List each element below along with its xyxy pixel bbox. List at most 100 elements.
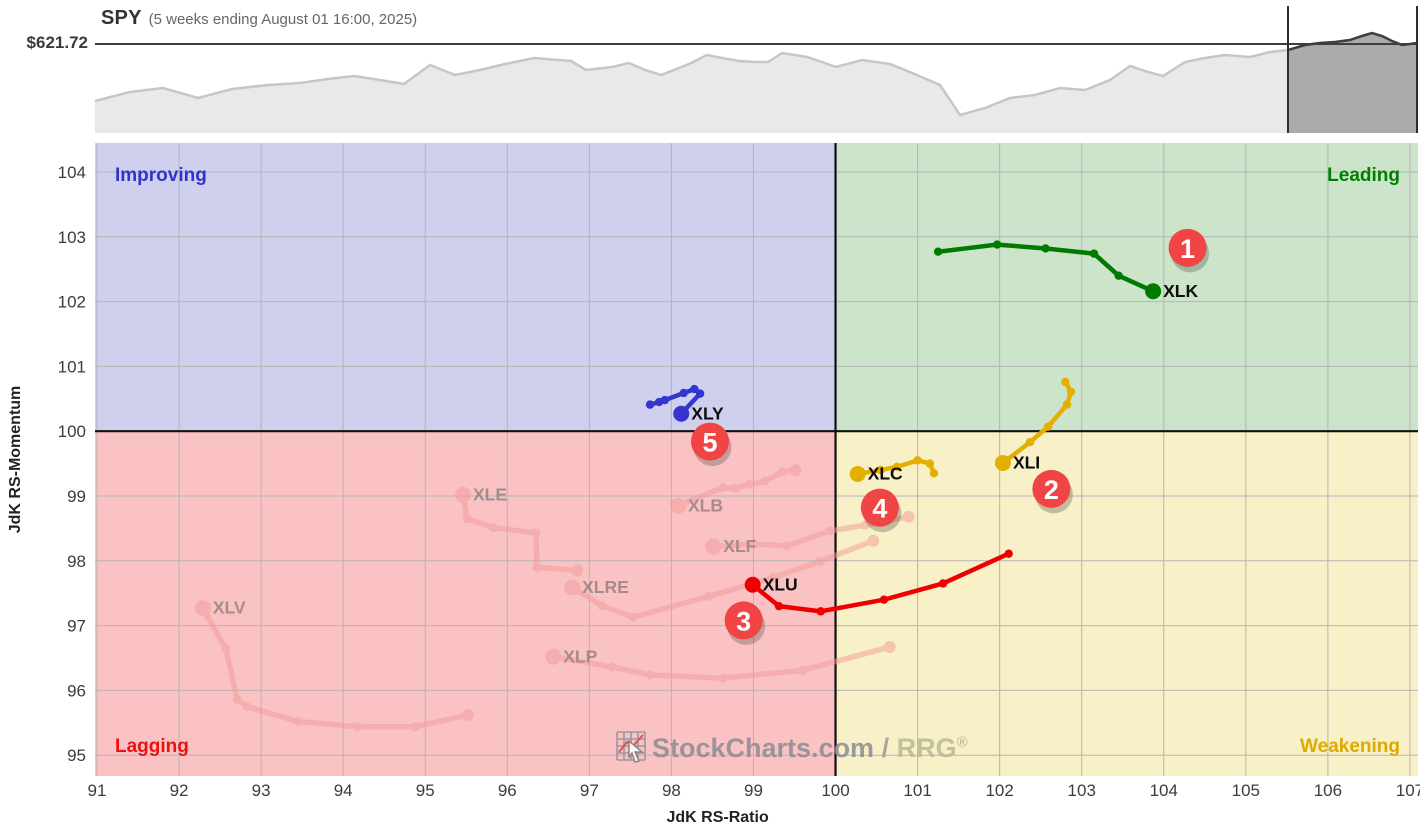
tail-dot-XLB [760, 476, 770, 486]
head-dot-XLI[interactable] [994, 454, 1011, 471]
tail-dot-XLI [1025, 438, 1035, 447]
series-XLP[interactable]: XLP [545, 640, 896, 683]
tail-dot-XLV [293, 717, 303, 727]
badge-circle [690, 422, 729, 461]
stockcharts-watermark: StockCharts.com / RRG® [616, 731, 968, 763]
highlight-last-5-weeks[interactable] [95, 31, 1418, 133]
spy-mini-chart[interactable] [94, 6, 1418, 133]
ticker-label-XLB[interactable]: XLB [688, 495, 723, 515]
series-XLU[interactable]: XLU [744, 549, 1013, 616]
tail-dot-XLY [645, 400, 655, 409]
svg-text:105: 105 [1232, 781, 1260, 800]
chart-header: SPY (5 weeks ending August 01 16:00, 2025… [101, 7, 417, 30]
tail-dot-XLF [825, 526, 835, 536]
svg-text:103: 103 [1068, 781, 1096, 800]
tail-dot-XLU [938, 579, 948, 588]
rank-badge-1-XLK[interactable]: 1 [1168, 228, 1210, 273]
head-dot-XLK[interactable] [1145, 283, 1162, 300]
tail-dot-XLV [232, 694, 242, 704]
badge-number: 2 [1044, 475, 1059, 505]
ticker-label-XLI[interactable]: XLI [1013, 453, 1040, 473]
highlight-line [1288, 31, 1417, 52]
tail-dot-XLK [1114, 271, 1123, 280]
tail-dot-XLRE [815, 556, 825, 566]
tail-dot-XLB [730, 483, 740, 493]
rank-badge-3-XLU[interactable]: 3 [724, 601, 766, 645]
ticker-label-XLY[interactable]: XLY [691, 403, 724, 423]
head-dot-XLV[interactable] [194, 600, 211, 617]
x-axis-ticks: 91 92 93 94 95 96 97 98 99 100 101 102 103 104 105 106 1… [88, 781, 1420, 800]
svg-text:104: 104 [58, 163, 86, 182]
rank-badge-2-XLI[interactable]: 2 [1032, 469, 1073, 514]
series-XLE[interactable]: XLE [454, 484, 584, 577]
quadrant-label-lagging: Lagging [115, 736, 189, 757]
series-XLK[interactable]: XLK [933, 240, 1199, 301]
badge-number: 4 [872, 494, 887, 524]
head-dot-XLU[interactable] [744, 576, 761, 593]
svg-text:104: 104 [1150, 781, 1178, 800]
head-dot-XLY[interactable] [673, 405, 690, 422]
series-XLV[interactable]: XLV [194, 598, 474, 732]
tail-dot-XLY [660, 395, 670, 405]
rank-badge-4-XLC[interactable]: 4 [860, 488, 902, 533]
svg-text:100: 100 [58, 422, 86, 441]
head-dot-XLC[interactable] [849, 465, 866, 482]
tail-dot-XLP [607, 662, 617, 672]
head-dot-XLB[interactable] [669, 497, 686, 514]
quadrant-label-leading: Leading [1327, 165, 1400, 186]
series-XLI[interactable]: XLI [994, 377, 1076, 473]
ticker-label-XLP[interactable]: XLP [563, 646, 597, 666]
svg-text:106: 106 [1314, 781, 1342, 800]
price-area [95, 33, 1418, 133]
ticker-label-XLU[interactable]: XLU [763, 574, 798, 594]
tail-dot-XLF [748, 539, 758, 549]
tail-dot-XLP [645, 670, 655, 680]
ticker-label-XLK[interactable]: XLK [1163, 281, 1198, 301]
head-dot-XLP[interactable] [545, 648, 562, 665]
tail-dot-XLV [461, 709, 474, 722]
ticker-label-XLRE[interactable]: XLRE [582, 577, 629, 597]
series-XLB[interactable]: XLB [669, 464, 802, 515]
quadrant-improving [95, 143, 836, 432]
series-XLRE[interactable]: XLRE [564, 534, 880, 622]
tail-dot-XLF [860, 520, 870, 530]
tail-dot-XLP [718, 673, 728, 683]
series-XLY[interactable]: XLY [645, 384, 724, 423]
tail-dot-XLF [902, 510, 915, 523]
quadrant-leading [835, 143, 1418, 432]
head-dot-XLF[interactable] [705, 538, 722, 555]
tail-dot-XLY [690, 384, 699, 394]
rank-badge-5-XLY[interactable]: 5 [690, 422, 732, 467]
ticker-label-XLV[interactable]: XLV [213, 598, 246, 618]
ticker-label-XLF[interactable]: XLF [723, 536, 756, 556]
tail-dot-XLRE [703, 591, 713, 601]
badge-circle [724, 601, 763, 640]
badge-circle [860, 488, 899, 527]
quadrant-label-weakening: Weakening [1300, 736, 1400, 757]
badge-circle [1032, 469, 1071, 508]
symbol-title: SPY [101, 7, 142, 29]
tail-dot-XLV [221, 644, 231, 654]
svg-text:96: 96 [67, 681, 86, 700]
tail-dot-XLE [531, 528, 541, 538]
ticker-label-XLC[interactable]: XLC [868, 464, 903, 484]
head-dot-XLE[interactable] [454, 486, 471, 503]
svg-text:97: 97 [580, 781, 599, 800]
svg-text:102: 102 [985, 781, 1013, 800]
tail-dot-XLB [789, 464, 802, 477]
highlight-area [1288, 33, 1417, 133]
tail-dot-XLK [1041, 244, 1050, 253]
tail-XLV [200, 605, 471, 730]
tail-dot-XLRE [597, 601, 607, 611]
cursor-icon [628, 739, 644, 763]
svg-text:95: 95 [416, 781, 435, 800]
tail-dot-XLV [410, 722, 420, 732]
tail-dot-XLE [571, 564, 584, 577]
tail-dot-XLB [777, 467, 787, 477]
svg-text:92: 92 [170, 781, 189, 800]
head-dot-XLRE[interactable] [564, 579, 581, 596]
svg-text:101: 101 [903, 781, 931, 800]
svg-text:101: 101 [58, 357, 86, 376]
ticker-label-XLE[interactable]: XLE [473, 484, 507, 504]
series-XLC[interactable]: XLC [849, 456, 939, 484]
